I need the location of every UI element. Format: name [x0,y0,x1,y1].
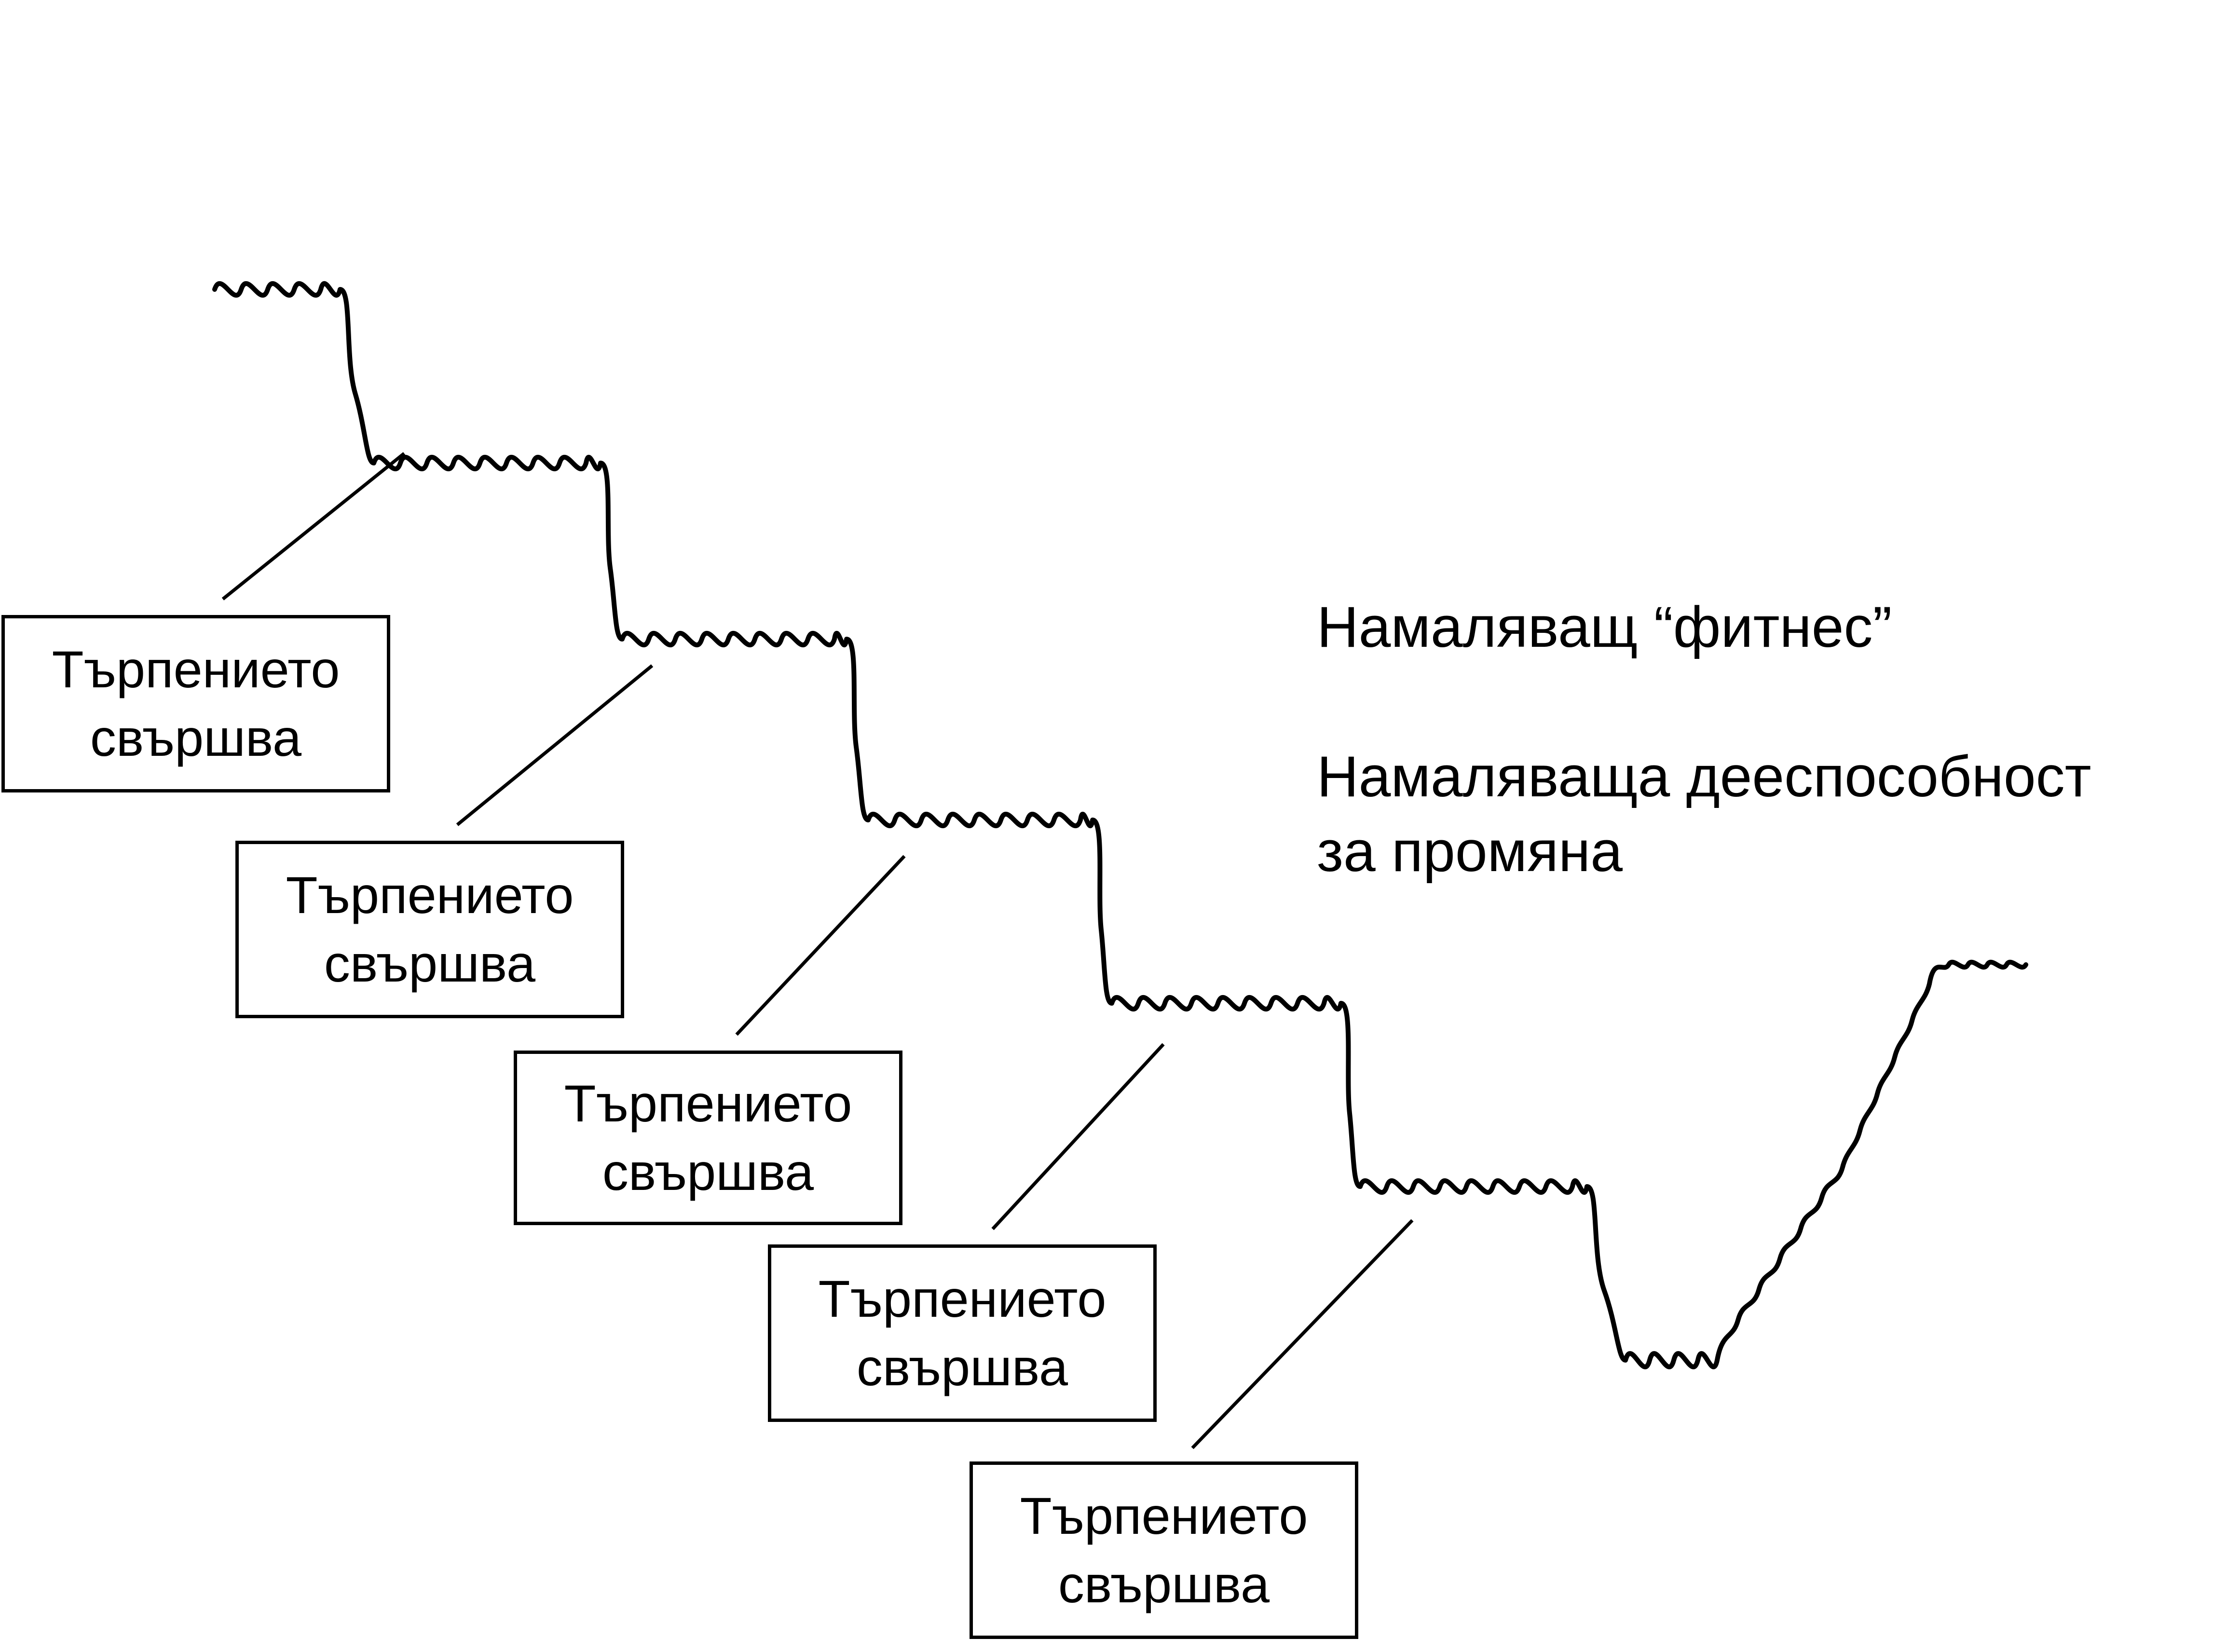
patience-box-3-line1: Търпението [564,1074,852,1133]
patience-box-2-line1: Търпението [286,866,574,924]
patience-box-5-line1: Търпението [1020,1487,1308,1545]
patience-box-1-line2: свършва [90,709,302,767]
patience-box-4-line2: свършва [856,1338,1068,1396]
patience-box-3: Търпението свършва [514,1051,902,1225]
annotation-capacity-cont: за промяна [1317,819,1623,884]
patience-box-4-line1: Търпението [818,1270,1107,1328]
patience-box-4: Търпението свършва [768,1244,1157,1422]
patience-box-2: Търпението свършва [235,841,624,1018]
fitness-curve [212,281,2028,1369]
connector-line-2 [456,664,654,826]
connector-line-1 [221,452,406,601]
patience-box-1-line1: Търпението [52,640,340,698]
patience-box-5-line2: свършва [1058,1555,1270,1613]
connector-line-5 [1191,1219,1414,1449]
annotation-capacity: Намаляваща дееспособност [1317,744,2091,809]
annotation-fitness: Намаляващ “фитнес” [1317,595,1892,659]
patience-box-1: Търпението свършва [1,615,390,792]
patience-box-2-line2: свършва [324,934,536,993]
patience-box-3-line2: свършва [602,1143,814,1201]
connector-lines [221,452,1414,1449]
patience-box-5: Търпението свършва [970,1461,1358,1639]
connector-line-4 [991,1043,1165,1230]
connector-line-3 [735,855,906,1036]
